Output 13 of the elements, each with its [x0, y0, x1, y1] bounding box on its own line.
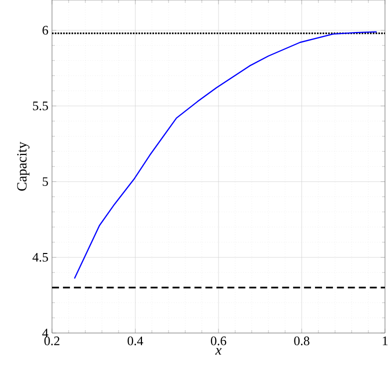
- x-tick-label: 0.2: [44, 336, 60, 346]
- x-axis-title: x: [215, 348, 222, 355]
- y-tick-label: 4.5: [32, 252, 48, 262]
- line-series: [74, 31, 378, 280]
- y-tick-label: 5: [42, 177, 48, 186]
- x-tick-label: 0.6: [210, 336, 226, 346]
- y-tick-label: 4: [42, 328, 48, 338]
- x-tick-label: 1: [382, 336, 388, 346]
- x-tick-label: 0.8: [294, 336, 310, 346]
- y-tick-label: 5.5: [33, 102, 48, 110]
- x-tick-label: 0.4: [128, 336, 144, 346]
- y-axis-title: Capacity: [17, 142, 30, 191]
- y-tick-label: 6: [42, 26, 48, 35]
